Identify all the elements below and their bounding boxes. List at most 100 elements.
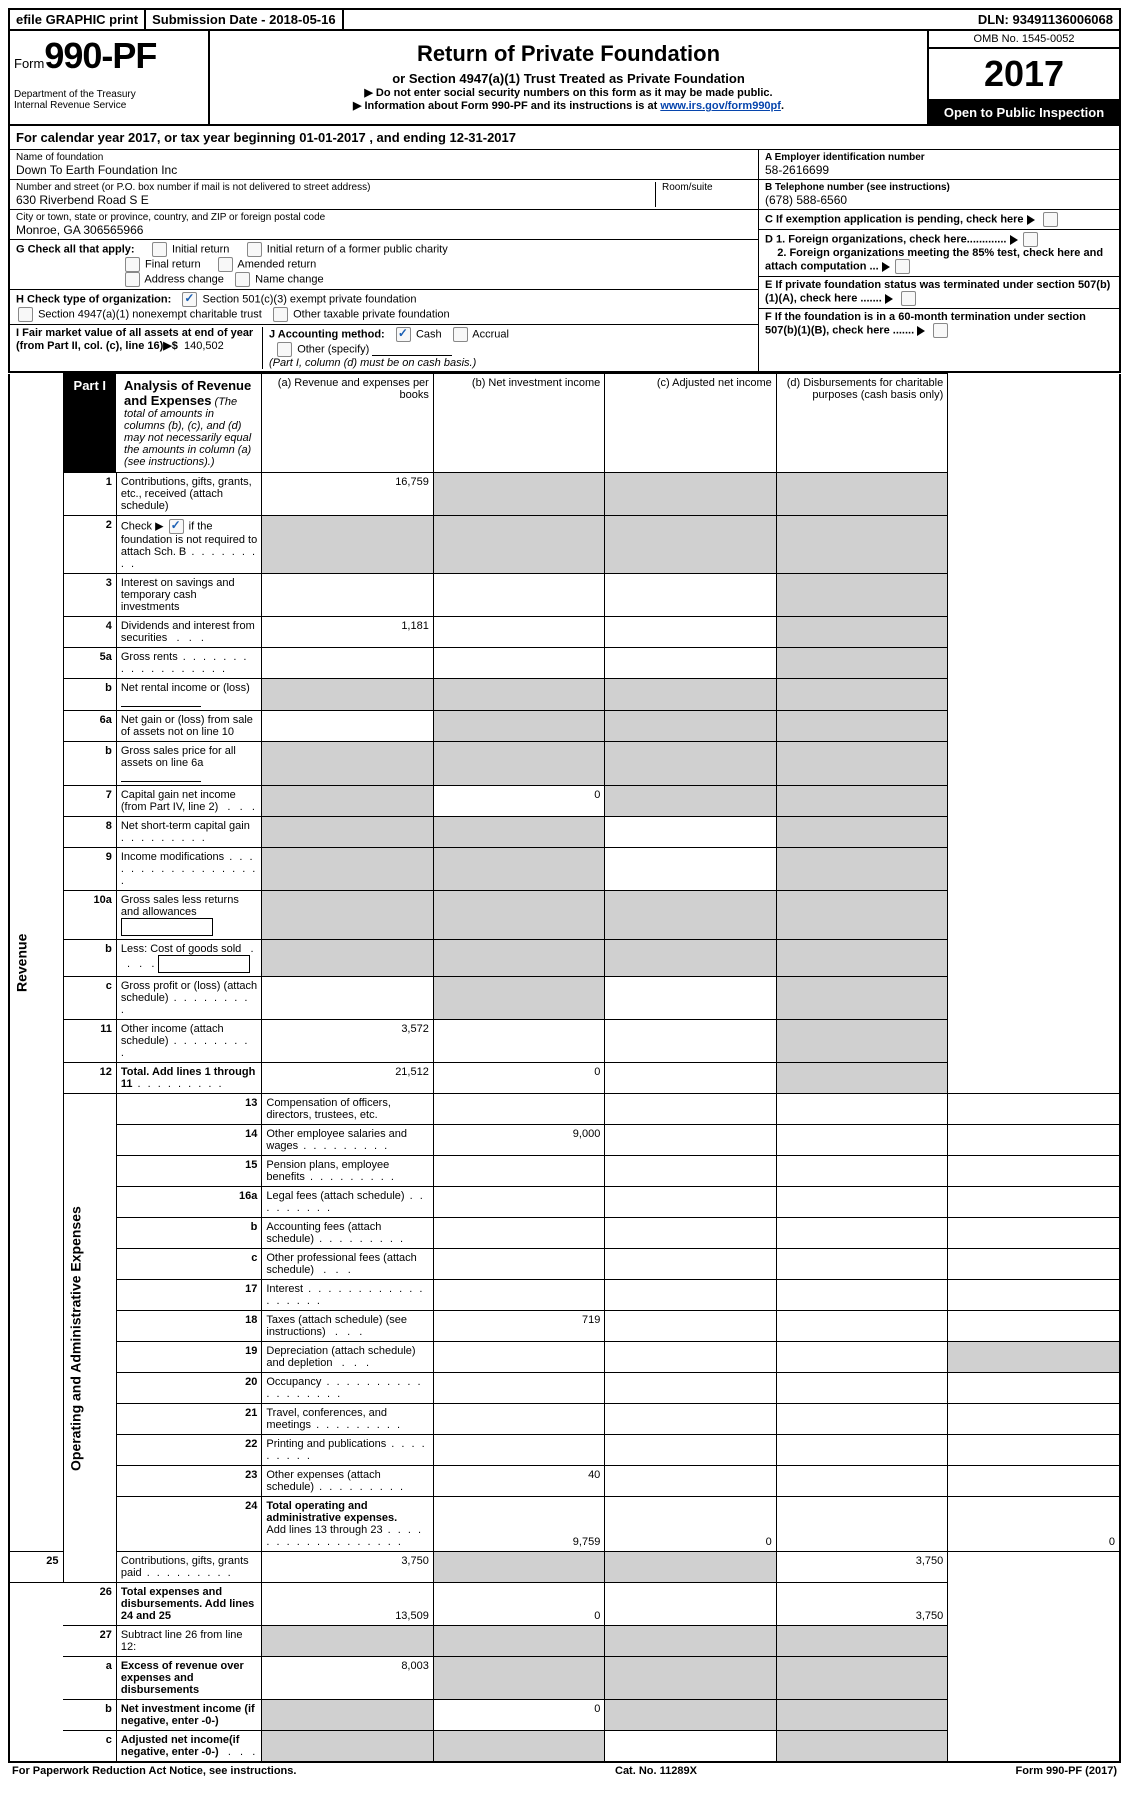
l6bd: Gross sales price for all assets on line… — [121, 745, 236, 769]
lineno: 17 — [116, 1280, 262, 1311]
line-16c: cOther professional fees (attach schedul… — [9, 1249, 1120, 1280]
lineno: 19 — [116, 1342, 262, 1373]
check-other-taxable[interactable] — [273, 307, 288, 322]
amt-b: 0 — [605, 1497, 776, 1552]
i-value: 140,502 — [184, 340, 224, 352]
l17d: Interest — [266, 1283, 303, 1295]
lineno: 27 — [63, 1626, 116, 1657]
lineno: 3 — [63, 574, 116, 617]
check-name-change[interactable] — [235, 272, 250, 287]
line-27a: aExcess of revenue over expenses and dis… — [9, 1657, 1120, 1700]
amt-b — [433, 516, 604, 574]
l7d: Capital gain net income (from Part IV, l… — [121, 789, 236, 813]
check-60month[interactable] — [933, 323, 948, 338]
amt-a — [433, 1280, 604, 1311]
header-left: Form990-PF Department of the Treasury In… — [10, 31, 210, 124]
amt-c — [605, 940, 776, 977]
amt-d — [776, 1020, 947, 1063]
check-foreign-org[interactable] — [1023, 232, 1038, 247]
amt-a: 13,509 — [262, 1583, 433, 1626]
line-desc: Adjusted net income(if negative, enter -… — [116, 1731, 262, 1763]
check-85pct[interactable] — [895, 259, 910, 274]
check-terminated[interactable] — [901, 291, 916, 306]
e-label: E If private foundation status was termi… — [765, 279, 1110, 304]
part1-table: Revenue Part I Analysis of Revenue and E… — [8, 373, 1121, 1763]
line-desc: Other expenses (attach schedule) — [262, 1466, 433, 1497]
amt-b — [433, 648, 604, 679]
amt-c — [776, 1125, 947, 1156]
lineno: 11 — [63, 1020, 116, 1063]
amt-b — [433, 1731, 604, 1763]
check-accrual[interactable] — [453, 327, 468, 342]
amt-a: 8,003 — [262, 1657, 433, 1700]
amt-b — [605, 1218, 776, 1249]
top-bar: efile GRAPHIC print Submission Date - 20… — [8, 8, 1121, 31]
check-cash[interactable] — [396, 327, 411, 342]
calendar-year-row: For calendar year 2017, or tax year begi… — [8, 126, 1121, 150]
h2: Section 4947(a)(1) nonexempt charitable … — [38, 308, 262, 320]
h-label: H Check type of organization: — [16, 293, 171, 305]
footer-center: Cat. No. 11289X — [615, 1765, 697, 1777]
amt-a — [262, 516, 433, 574]
blank — [121, 769, 201, 782]
amt-d — [948, 1404, 1120, 1435]
lineno: 21 — [116, 1404, 262, 1435]
check-address-change[interactable] — [125, 272, 140, 287]
amt-b — [605, 1373, 776, 1404]
foundation-name-cell: Name of foundation Down To Earth Foundat… — [10, 150, 758, 180]
form-title: Return of Private Foundation — [216, 41, 921, 67]
amt-c — [776, 1342, 947, 1373]
check-other-method[interactable] — [277, 342, 292, 357]
tel-label: B Telephone number (see instructions) — [765, 182, 950, 193]
l9d: Income modifications — [121, 851, 224, 863]
line-19: 19Depreciation (attach schedule) and dep… — [9, 1342, 1120, 1373]
dots — [142, 1567, 233, 1579]
amt-c — [776, 1156, 947, 1187]
amt-a — [262, 817, 433, 848]
line-15: 15Pension plans, employee benefits — [9, 1156, 1120, 1187]
amt-a: 1,181 — [262, 617, 433, 648]
room-cell: Room/suite — [656, 182, 752, 207]
lineno: b — [63, 679, 116, 711]
lineno: c — [63, 977, 116, 1020]
line-5b: b Net rental income or (loss) — [9, 679, 1120, 711]
amt-d — [948, 1094, 1120, 1125]
form-note2: ▶ Information about Form 990-PF and its … — [216, 99, 921, 112]
dots — [305, 1171, 396, 1183]
l5bd: Net rental income or (loss) — [121, 682, 250, 694]
amt-b: 0 — [433, 1583, 604, 1626]
line-22: 22Printing and publications — [9, 1435, 1120, 1466]
line-6b: bGross sales price for all assets on lin… — [9, 742, 1120, 786]
check-initial-return[interactable] — [152, 242, 167, 257]
irs-link[interactable]: www.irs.gov/form990pf — [660, 100, 781, 112]
l26d: Total expenses and disbursements. Add li… — [121, 1586, 254, 1622]
amt-b — [605, 1311, 776, 1342]
amt-b — [433, 1626, 604, 1657]
lineno: 7 — [63, 786, 116, 817]
check-final-return[interactable] — [125, 257, 140, 272]
amt-d — [776, 1731, 947, 1763]
check-4947[interactable] — [18, 307, 33, 322]
amt-a — [262, 1731, 433, 1763]
line-27c: cAdjusted net income(if negative, enter … — [9, 1731, 1120, 1763]
line-16b: bAccounting fees (attach schedule) — [9, 1218, 1120, 1249]
line-desc: Subtract line 26 from line 12: — [116, 1626, 262, 1657]
amt-a — [433, 1156, 604, 1187]
line-21: 21Travel, conferences, and meetings — [9, 1404, 1120, 1435]
city-cell: City or town, state or province, country… — [10, 210, 758, 240]
line-20: 20Occupancy — [9, 1373, 1120, 1404]
line-3: 3Interest on savings and temporary cash … — [9, 574, 1120, 617]
d1-label: D 1. Foreign organizations, check here..… — [765, 233, 1006, 245]
amt-c — [776, 1218, 947, 1249]
check-schb[interactable] — [169, 519, 184, 534]
check-501c3[interactable] — [182, 292, 197, 307]
line-desc: Total operating and administrative expen… — [262, 1497, 433, 1552]
check-amended[interactable] — [218, 257, 233, 272]
line-desc: Interest — [262, 1280, 433, 1311]
lineno: 20 — [116, 1373, 262, 1404]
check-initial-former[interactable] — [247, 242, 262, 257]
check-exemption-pending[interactable] — [1043, 212, 1058, 227]
line-12: 12Total. Add lines 1 through 1121,5120 — [9, 1063, 1120, 1094]
line-2: 2Check ▶ if the foundation is not requir… — [9, 516, 1120, 574]
amt-c — [776, 1466, 947, 1497]
